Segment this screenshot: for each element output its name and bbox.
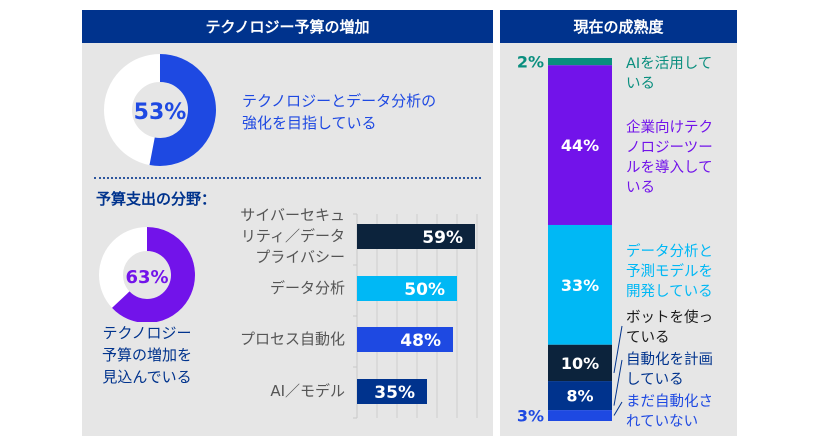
note-line: ルを導入して — [626, 160, 713, 176]
note-line: 開発している — [626, 284, 713, 300]
donut2-description: テクノロジー 予算の増加を 見込んでいる — [82, 322, 212, 388]
note-line: 予測モデルを — [626, 264, 713, 280]
note-line: ノロジーツー — [626, 140, 713, 156]
segment-note: AIを活用して いる — [626, 54, 712, 94]
bar-value-label: 59% — [422, 228, 463, 248]
bar-1 — [357, 276, 457, 301]
stack-segment-4 — [548, 381, 612, 411]
note-line: AIを活用して — [626, 56, 713, 72]
panel-title-maturity: 現在の成熟度 — [500, 10, 737, 43]
category-line: リティ／データ — [240, 227, 345, 245]
stack-segment-5 — [548, 410, 612, 421]
donut-value-arc — [112, 227, 195, 322]
bar-category-label: AI／モデル — [270, 381, 345, 402]
description-line: 予算の増加を — [101, 346, 192, 364]
description-line: 強化を目指している — [242, 114, 377, 132]
current-maturity-panel: 現在の成熟度 2% 44% 33% 10% 8% 3% AIを活用して いる 企業向けテク ノロ… — [500, 10, 737, 436]
donut-value-arc — [149, 54, 216, 166]
segment-value-label: 33% — [561, 276, 599, 295]
bar-0 — [357, 224, 475, 249]
dotted-divider — [94, 177, 481, 179]
category-line: プロセス自動化 — [239, 330, 345, 348]
leader-line — [613, 359, 623, 406]
description-line: テクノロジーとデータ分析の — [242, 92, 437, 110]
note-line: いる — [626, 76, 655, 92]
spending-bar-chart: 59% 50% 48% 35% — [353, 213, 478, 419]
note-line: ボットを使っ — [626, 310, 713, 326]
bar-value-label: 48% — [400, 331, 441, 351]
category-line: データ分析 — [269, 279, 345, 297]
segment-value-label: 10% — [561, 354, 599, 373]
segment-value-label: 8% — [566, 387, 593, 406]
bar-2 — [357, 327, 453, 352]
leader-line — [613, 401, 623, 416]
note-line: いる — [626, 180, 655, 196]
bar-value-label: 50% — [404, 280, 445, 300]
note-line: ている — [626, 330, 670, 346]
panel-title-budget: テクノロジー予算の増加 — [82, 10, 493, 43]
segment-note: 企業向けテク ノロジーツー ルを導入して いる — [626, 118, 713, 198]
stack-segment-1 — [548, 65, 612, 225]
donut-value-label: 63% — [125, 267, 168, 288]
description-line: 見込んでいる — [102, 368, 192, 386]
stack-segment-0 — [548, 58, 612, 66]
description-line: テクノロジー — [102, 324, 192, 342]
stack-segment-3 — [548, 344, 612, 382]
category-line: プライバシー — [255, 248, 345, 266]
spend-areas-title: 予算支出の分野： — [96, 190, 217, 208]
note-line: れていない — [626, 414, 699, 430]
donut-chart-53: 53% — [104, 54, 216, 166]
segment-note: 自動化を計画 している — [626, 350, 713, 390]
segment-value-label: 2% — [517, 53, 544, 72]
donut-chart-63: 63% — [99, 227, 195, 322]
bar-category-label: サイバーセキュ リティ／データプライバシー — [240, 205, 345, 268]
stack-segment-2 — [548, 224, 612, 345]
segment-note: まだ自動化さ れていない — [626, 392, 713, 432]
segment-value-label: 44% — [561, 136, 599, 155]
segment-note: ボットを使っ ている — [626, 308, 713, 348]
note-line: 自動化を計画 — [626, 352, 713, 368]
category-line: AI／モデル — [270, 382, 345, 400]
note-line: データ分析と — [626, 244, 713, 260]
note-line: している — [626, 372, 684, 388]
bar-3 — [357, 379, 427, 404]
note-line: まだ自動化さ — [626, 394, 713, 410]
technology-budget-panel: テクノロジー予算の増加 53% テクノロジーとデータ分析の 強化を目指している … — [82, 10, 493, 436]
bar-category-label: プロセス自動化 — [240, 329, 345, 350]
segment-value-label: 3% — [517, 407, 544, 426]
note-line: 企業向けテク — [626, 120, 713, 136]
donut-value-label: 53% — [134, 100, 187, 125]
donut1-description: テクノロジーとデータ分析の 強化を目指している — [242, 90, 436, 134]
bar-category-label: データ分析 — [270, 278, 345, 299]
maturity-stacked-bar: 2% 44% 33% 10% 8% 3% — [517, 53, 623, 426]
leader-line — [613, 325, 623, 374]
bar-value-label: 35% — [374, 383, 415, 403]
segment-note: データ分析と 予測モデルを 開発している — [626, 242, 713, 302]
category-line: サイバーセキュ — [240, 206, 345, 224]
